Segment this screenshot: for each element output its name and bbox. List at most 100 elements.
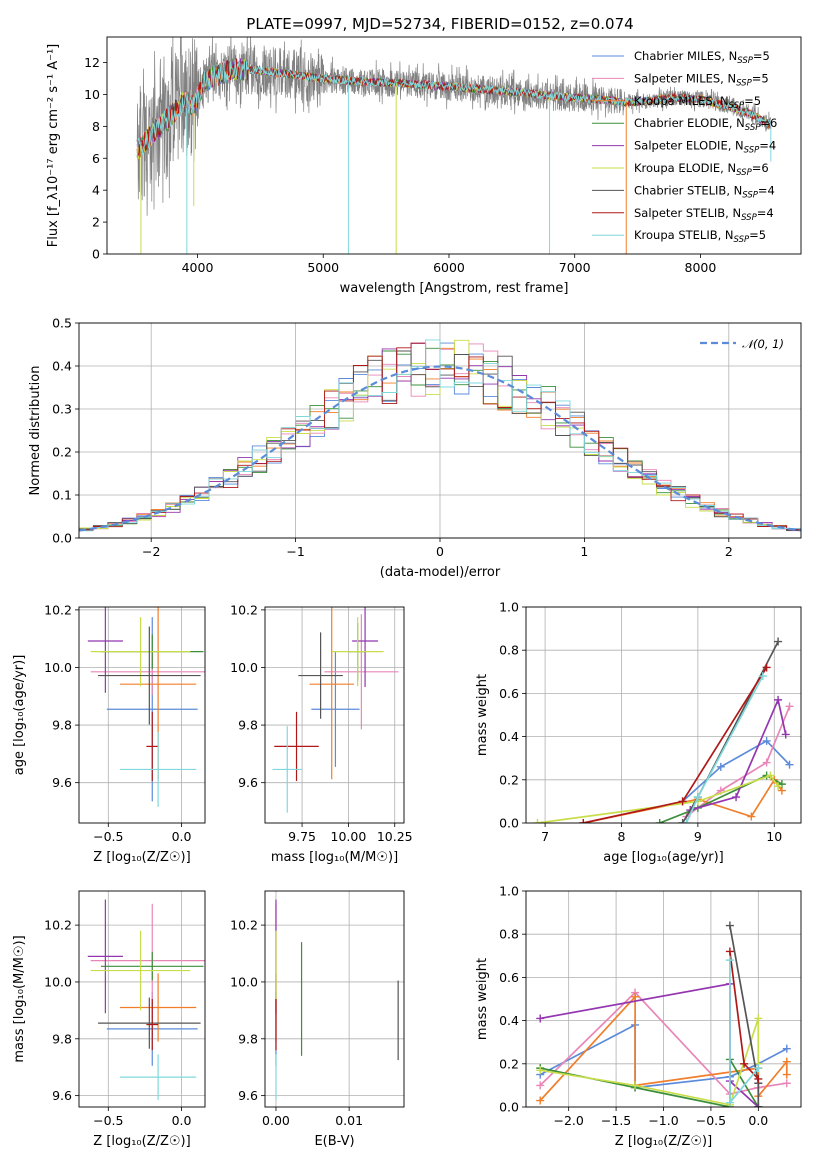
y-tick-label: 1.0: [499, 600, 519, 615]
weight-vs-age-axes: 7 8 9 10 0.0 0.2 0.4 0.6 0.8 1.0 age [log₁₀(age/yr…: [475, 600, 801, 865]
mass-weight-marker: [774, 637, 783, 646]
x-tick-label: 4000: [182, 260, 214, 275]
mass-weight-marker: [678, 797, 687, 806]
normal-curve: [79, 365, 801, 532]
y-tick-label: 0.6: [499, 970, 519, 985]
y-tick-label: 0.2: [499, 772, 519, 787]
y-tick-label: 10.0: [230, 974, 258, 989]
mass-weight-marker: [766, 771, 775, 780]
x-tick-label: −1.0: [648, 1113, 678, 1128]
x-tick-label: 9.75: [288, 829, 316, 844]
x-axis-label: Z [log₁₀(Z/Z☉)]: [93, 1134, 190, 1149]
y-tick-label: 0.2: [499, 1056, 519, 1071]
y-tick-label: 2: [92, 215, 100, 230]
residual-histograms: [79, 339, 801, 532]
mass-vs-ebv-axes: 0.00 0.01 9.6 9.8 10.0 10.2 E(B-V): [230, 891, 404, 1149]
x-tick-label: 7000: [559, 260, 591, 275]
y-tick-label: 0.0: [499, 1100, 519, 1115]
mass-weight-marker: [774, 782, 783, 791]
weight-vs-z-axes: −2.0 −1.5 −1.0 −0.5 0.0 0.0 0.2 0.4 0.6 0.8 1.0 Z […: [475, 884, 801, 1149]
mass-vs-z-errorbars: [87, 899, 205, 1100]
mass-weight-marker: [725, 921, 734, 930]
x-tick-label: 6000: [433, 260, 465, 275]
y-tick-label: 9.8: [52, 1031, 72, 1046]
y-tick-label: 9.6: [52, 1088, 72, 1103]
x-tick-label: 0: [436, 544, 444, 559]
y-tick-label: 0.1: [52, 488, 72, 503]
legend-label: Kroupa ELODIE, NSSP=6: [634, 161, 769, 178]
mass-vs-ebv-errorbars: [275, 899, 399, 1100]
legend-label: Chabrier STELIB, NSSP=4: [634, 183, 775, 200]
y-tick-label: 0.0: [52, 531, 72, 546]
y-axis-label: Normed distribution: [28, 366, 43, 496]
y-tick-label: 10.2: [44, 918, 72, 933]
mass-weight-line: [682, 739, 791, 803]
mass-weight-marker: [533, 819, 542, 823]
mass-weight-marker: [682, 819, 691, 823]
mass-weight-marker: [716, 762, 725, 771]
axes-frame: [264, 890, 405, 1108]
y-tick-label: 10.2: [230, 918, 258, 933]
x-axis-label: Z [log₁₀(Z/Z☉)]: [93, 850, 190, 865]
x-tick-label: 8: [618, 829, 626, 844]
y-tick-label: 0.4: [499, 1013, 519, 1028]
x-tick-label: −1.5: [601, 1113, 631, 1128]
x-tick-label: 5000: [307, 260, 339, 275]
mass-weight-marker: [740, 1059, 749, 1068]
mass-weight-marker: [782, 1044, 791, 1053]
axes-frame: [525, 890, 802, 1108]
legend-label: Salpeter STELIB, NSSP=4: [634, 206, 774, 223]
y-tick-label: 10.2: [44, 602, 72, 617]
mass-weight-marker: [655, 819, 664, 823]
age-vs-mass-errorbars: [272, 607, 399, 813]
legend-label: Kroupa MILES, NSSP=5: [634, 94, 761, 111]
mass-weight-marker: [762, 758, 771, 767]
y-axis-label: Flux [f_λ10⁻¹⁷ erg cm⁻² s⁻¹ A⁻¹]: [46, 44, 61, 248]
axes-frame: [525, 606, 802, 824]
x-tick-label: 1: [580, 544, 588, 559]
y-tick-label: 0.3: [52, 402, 72, 417]
y-tick-label: 10.0: [230, 660, 258, 675]
mass-weight-marker: [774, 695, 783, 704]
y-axis-label: mass weight: [475, 674, 490, 756]
y-tick-label: 9.8: [52, 718, 72, 733]
y-tick-label: 12: [84, 55, 100, 70]
x-axis-label: Z [log₁₀(Z/Z☉)]: [615, 1134, 712, 1149]
spectrum-lines: [136, 37, 772, 254]
y-tick-label: 4: [92, 183, 100, 198]
x-tick-label: 2: [725, 544, 733, 559]
mass-weight-marker: [579, 819, 588, 823]
spectrum-model-line: [136, 58, 772, 158]
x-axis-label: wavelength [Angstrom, rest frame]: [340, 281, 569, 296]
y-axis-label: mass [log₁₀(M/M☉)]: [12, 935, 27, 1062]
x-axis-label: mass [log₁₀(M/M☉)]: [271, 850, 398, 865]
x-tick-label: 10: [766, 829, 782, 844]
x-tick-label: 10.25: [377, 829, 413, 844]
spectrum-model-line: [136, 57, 772, 153]
x-tick-label: 0.0: [172, 829, 192, 844]
age-vs-z-errorbars: [87, 607, 205, 807]
mass-weight-marker: [732, 793, 741, 802]
mass-weight-marker: [725, 1098, 734, 1107]
y-tick-label: 10.2: [230, 602, 258, 617]
mass-weight-marker: [782, 1079, 791, 1088]
mass-weight-marker: [762, 736, 771, 745]
residual-histogram: [79, 339, 801, 532]
mass-weight-marker: [782, 1070, 791, 1079]
x-tick-label: −0.5: [93, 1113, 123, 1128]
y-tick-label: 8: [92, 119, 100, 134]
axes-frame: [106, 36, 802, 255]
mass-weight-marker: [754, 1103, 763, 1107]
x-tick-label: −1: [286, 544, 304, 559]
x-tick-label: 0.01: [335, 1113, 363, 1128]
residuals-axes: −2 −1 0 1 2 0.0 0.1 0.2 0.3 0.4 0.5 (data-model)/er…: [28, 316, 801, 580]
y-tick-label: 0.0: [499, 816, 519, 831]
spectrum-model-line: [136, 59, 772, 158]
figure-title: PLATE=0997, MJD=52734, FIBERID=0152, z=0…: [246, 15, 633, 33]
mass-weight-marker: [631, 1081, 640, 1090]
y-tick-label: 9.8: [238, 718, 258, 733]
y-tick-label: 9.6: [238, 1088, 258, 1103]
x-tick-label: −0.5: [696, 1113, 726, 1128]
mass-weight-marker: [631, 992, 640, 1001]
